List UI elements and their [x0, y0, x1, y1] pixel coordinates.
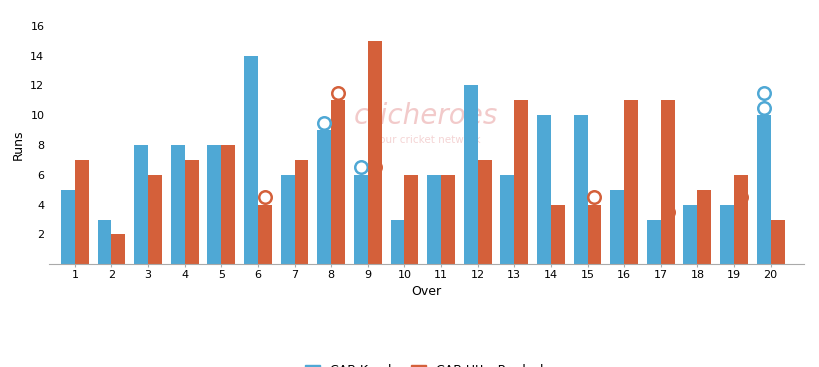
- Text: your cricket network: your cricket network: [372, 135, 480, 145]
- Bar: [170, 145, 184, 264]
- Bar: [623, 100, 637, 264]
- Bar: [550, 205, 564, 264]
- Bar: [61, 190, 75, 264]
- Bar: [477, 160, 491, 264]
- Y-axis label: Runs: Runs: [11, 130, 25, 160]
- Bar: [368, 41, 382, 264]
- Bar: [390, 219, 404, 264]
- X-axis label: Over: Over: [411, 286, 441, 298]
- Bar: [317, 130, 331, 264]
- Bar: [427, 175, 441, 264]
- Bar: [464, 86, 477, 264]
- Bar: [148, 175, 162, 264]
- Bar: [500, 175, 514, 264]
- Bar: [280, 175, 294, 264]
- Bar: [75, 160, 88, 264]
- Bar: [696, 190, 710, 264]
- Bar: [404, 175, 418, 264]
- Bar: [573, 115, 587, 264]
- Bar: [111, 235, 125, 264]
- Bar: [733, 175, 747, 264]
- Text: cricheroes: cricheroes: [354, 102, 498, 130]
- Bar: [207, 145, 221, 264]
- Legend: CAB Kerala, CAB UttarPradesh: CAB Kerala, CAB UttarPradesh: [299, 359, 553, 367]
- Bar: [134, 145, 148, 264]
- Bar: [441, 175, 455, 264]
- Bar: [97, 219, 111, 264]
- Bar: [536, 115, 550, 264]
- Bar: [354, 175, 368, 264]
- Bar: [258, 205, 272, 264]
- Bar: [331, 100, 345, 264]
- Bar: [514, 100, 527, 264]
- Bar: [660, 100, 674, 264]
- Bar: [646, 219, 660, 264]
- Bar: [683, 205, 696, 264]
- Bar: [770, 219, 784, 264]
- Bar: [609, 190, 623, 264]
- Bar: [221, 145, 235, 264]
- Bar: [719, 205, 733, 264]
- Bar: [756, 115, 770, 264]
- Bar: [294, 160, 308, 264]
- Bar: [244, 55, 258, 264]
- Bar: [587, 205, 600, 264]
- Bar: [184, 160, 198, 264]
